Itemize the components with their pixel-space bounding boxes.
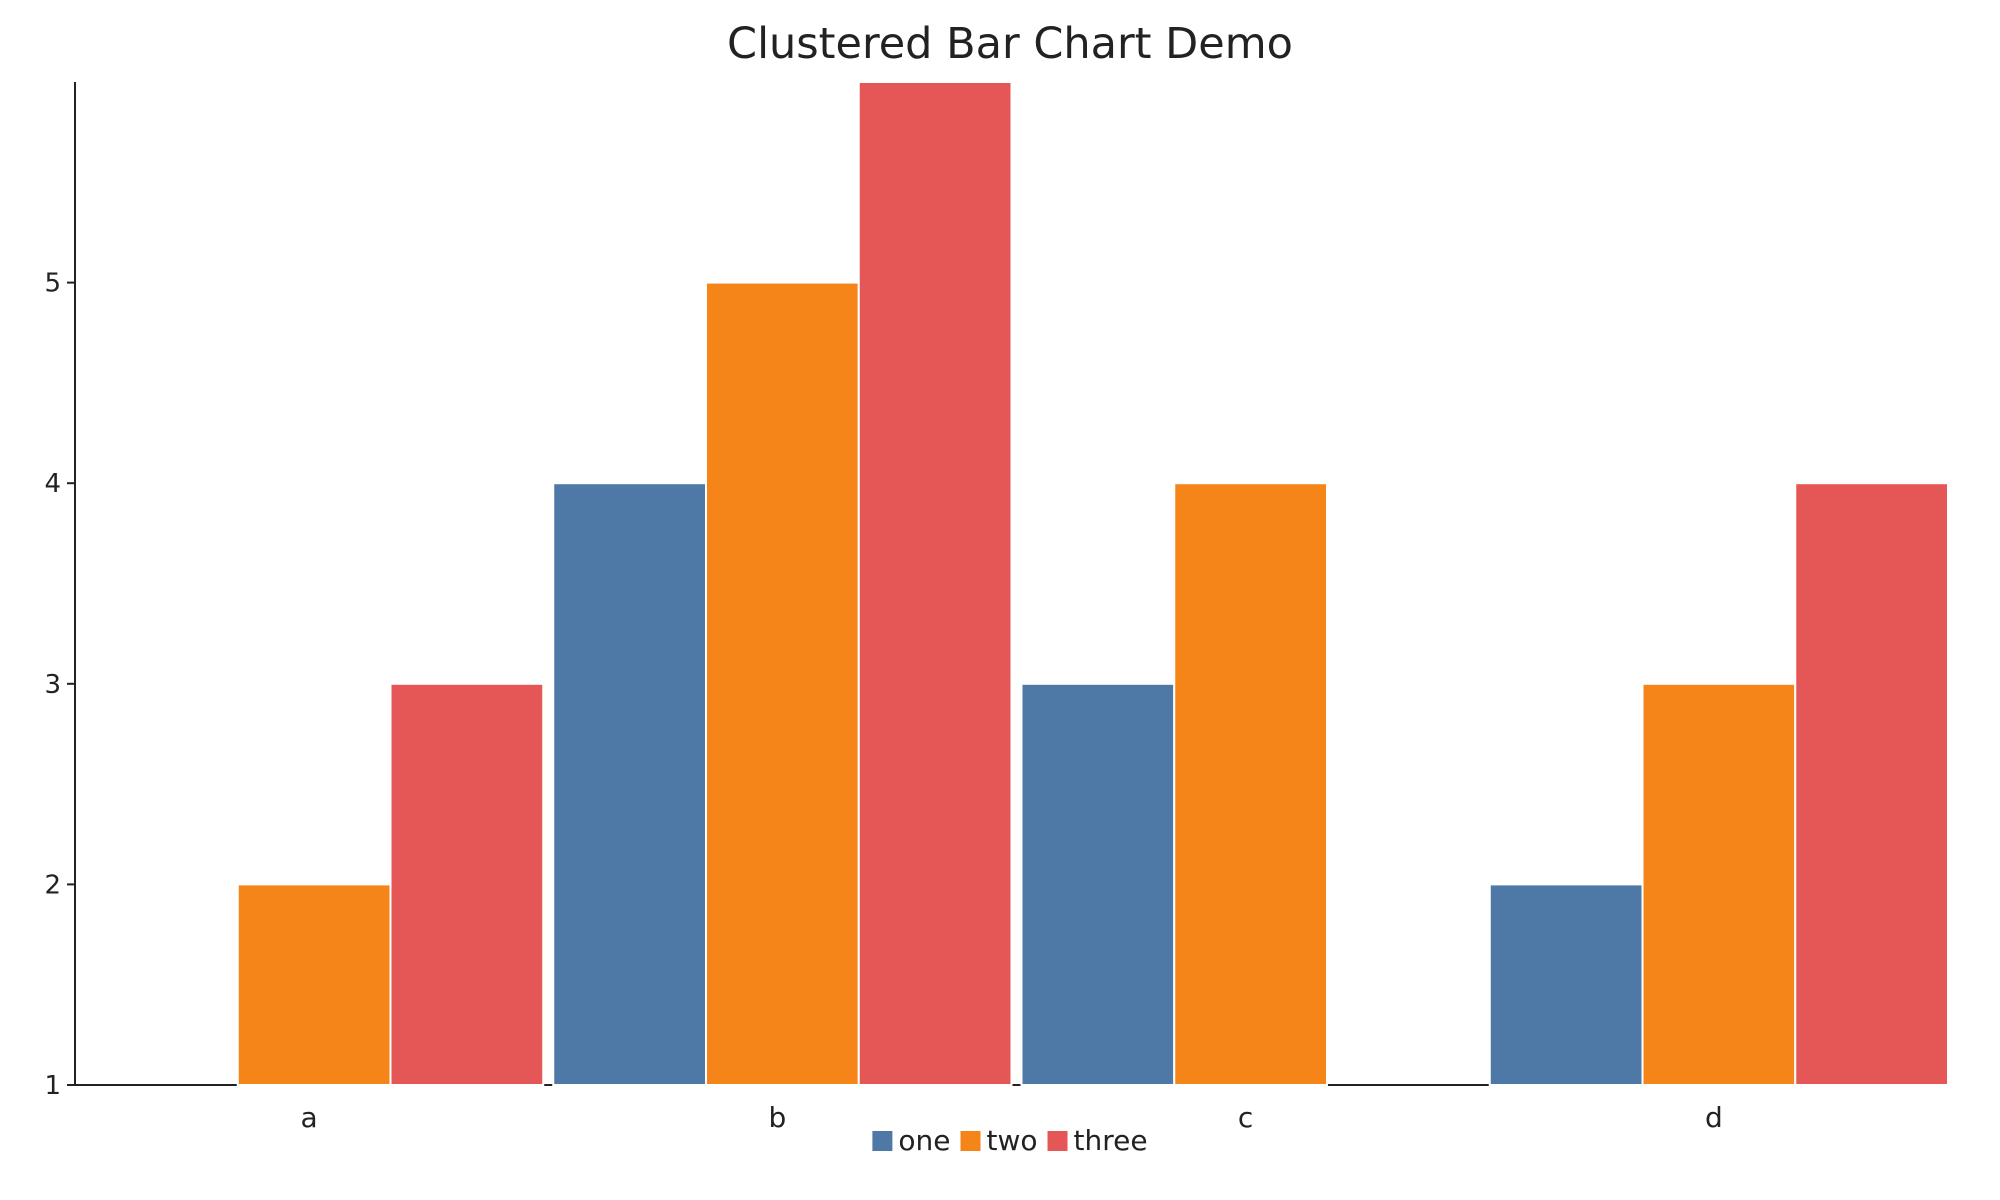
bar-two-d [1641, 682, 1797, 1086]
bar-three-b [857, 81, 1013, 1086]
bar-one-d [1488, 883, 1644, 1087]
legend-label: two [987, 1124, 1038, 1157]
bar-three-d [1794, 482, 1949, 1086]
y-tick-label: 4 [44, 469, 61, 499]
bar-two-a [236, 883, 392, 1087]
y-tick-label: 5 [44, 269, 61, 299]
bar-three-a [389, 682, 545, 1086]
legend-label: one [898, 1124, 950, 1157]
x-tick-label: a [301, 1101, 318, 1134]
bar-two-c [1173, 482, 1328, 1086]
legend-swatch [960, 1131, 981, 1151]
y-axis: 1 2 3 4 5 [44, 82, 76, 1101]
bars [236, 81, 1949, 1087]
y-tick-label: 3 [44, 670, 61, 700]
x-tick-label: d [1705, 1101, 1723, 1134]
y-tick-label: 2 [44, 870, 61, 900]
bar-one-c [1020, 682, 1176, 1086]
y-tick-label: 1 [44, 1071, 61, 1101]
legend: one two three [872, 1124, 1148, 1157]
bar-one-b [552, 482, 707, 1086]
x-tick-label: b [768, 1101, 786, 1134]
legend-swatch [1047, 1131, 1068, 1151]
legend-item-three: three [1047, 1124, 1148, 1157]
x-tick-label: c [1238, 1101, 1253, 1134]
legend-item-two: two [960, 1124, 1038, 1157]
chart-title: Clustered Bar Chart Demo [727, 19, 1293, 69]
legend-swatch [872, 1131, 893, 1151]
legend-label: three [1074, 1124, 1148, 1157]
legend-item-one: one [872, 1124, 951, 1157]
bar-two-b [705, 281, 860, 1087]
